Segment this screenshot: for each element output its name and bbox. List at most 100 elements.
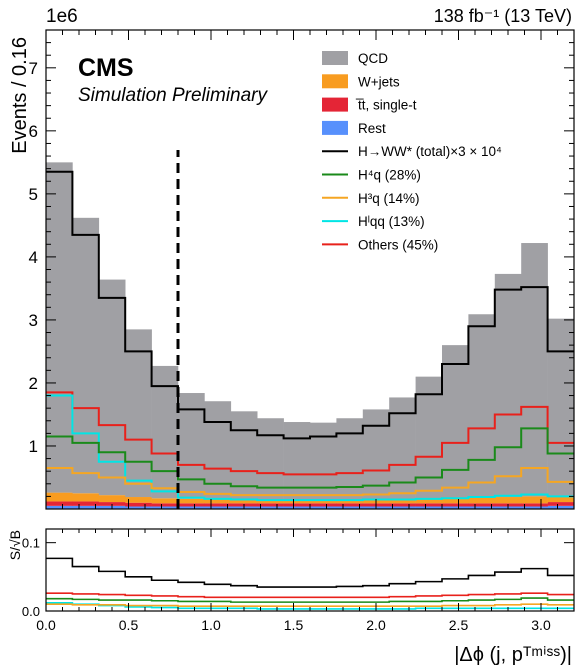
bar-2-2	[98, 495, 126, 503]
legend-label-2: t̅t, single-t	[356, 98, 417, 113]
legend-label-8: Others (45%)	[358, 237, 438, 252]
bar-0-8	[257, 506, 284, 509]
legend-label-4: H→WW* (total)×3 × 10⁴	[358, 144, 502, 159]
series-line-3	[46, 427, 574, 489]
ytick-label: 4	[29, 248, 38, 267]
bar-0-9	[283, 506, 311, 509]
x-axis-label: |Δϕ (j, pᵀᵐⁱˢˢ)|	[454, 644, 572, 666]
xtick-label: 1.0	[201, 617, 221, 633]
xtick-label: 2.5	[449, 617, 469, 633]
bar-1-4	[151, 503, 179, 507]
bar-2-17	[494, 497, 522, 504]
bar-3-0	[46, 162, 73, 493]
bar-2-6	[204, 498, 232, 504]
series-line-0	[46, 391, 574, 476]
bar-3-8	[257, 418, 284, 500]
legend: QCD W+jets t̅t, single-t Rest H→WW* (total)×…	[322, 51, 502, 252]
bar-2-0	[46, 492, 73, 502]
bar-1-0	[46, 501, 73, 506]
bar-3-16	[468, 314, 496, 498]
bar-2-14	[415, 498, 443, 504]
bar-3-2	[98, 279, 126, 496]
bar-2-10	[310, 499, 337, 504]
bar-1-15	[442, 503, 469, 507]
bar-3-4	[151, 365, 179, 499]
bar-0-0	[46, 505, 73, 509]
bar-2-8	[257, 499, 284, 504]
bar-0-4	[151, 506, 179, 509]
ratio-line-3	[46, 592, 574, 599]
bar-1-9	[283, 503, 311, 507]
ytick-label: 6	[29, 122, 38, 141]
ratio-line-2	[46, 597, 574, 603]
xtick-label: 1.5	[284, 617, 304, 633]
bar-1-2	[98, 502, 126, 506]
legend-swatch-0	[322, 51, 348, 65]
legend-label-7: Hˡqq (13%)	[358, 214, 425, 229]
bar-2-15	[442, 498, 469, 504]
bar-3-18	[521, 243, 548, 497]
bar-0-6	[204, 506, 232, 509]
ratio-axes: 0.0 0.1	[22, 529, 575, 619]
bar-0-14	[415, 506, 443, 509]
bar-1-14	[415, 503, 443, 507]
xtick-label: 0.0	[36, 617, 56, 633]
bar-0-13	[389, 506, 416, 509]
experiment-label: CMS	[78, 54, 134, 82]
bar-0-16	[468, 506, 496, 509]
bar-3-17	[494, 273, 522, 498]
ratio-line-1	[46, 603, 574, 608]
bar-0-1	[72, 505, 100, 509]
main-axes: 1 2 3 4 5 6 7	[29, 30, 575, 509]
bar-2-3	[125, 497, 152, 503]
legend-swatch-1	[322, 74, 348, 89]
ratio-panel: 0.0 0.1 S/√B	[7, 528, 575, 619]
bar-3-19	[547, 318, 575, 496]
main-frame	[45, 29, 575, 510]
legend-label-3: Rest	[358, 121, 386, 136]
bar-3-15	[442, 345, 469, 499]
bar-0-15	[442, 506, 469, 509]
bar-0-18	[521, 506, 548, 509]
bar-3-1	[72, 217, 100, 494]
ratio-line-4	[46, 557, 574, 588]
bar-2-7	[230, 499, 258, 504]
bar-0-19	[547, 505, 575, 509]
legend-label-6: H³q (14%)	[358, 191, 420, 206]
x-tick-labels: 0.0 0.5 1.0 1.5 2.0 2.5 3.0	[36, 617, 551, 633]
bar-2-16	[468, 497, 496, 504]
bar-3-12	[362, 409, 390, 500]
bar-2-19	[547, 495, 575, 503]
bar-1-3	[125, 502, 152, 507]
ytick-label: 7	[29, 59, 38, 78]
bar-1-6	[204, 503, 232, 507]
legend-label-5: H⁴q (28%)	[358, 168, 421, 183]
bar-1-19	[547, 502, 575, 506]
xtick-label: 3.0	[531, 617, 551, 633]
bar-1-16	[468, 503, 496, 507]
bar-0-10	[310, 506, 337, 509]
ratio-ytick-label: 0.1	[22, 536, 40, 551]
ratio-frame	[45, 528, 575, 612]
bar-1-10	[310, 503, 337, 507]
lumi-label: 138 fb⁻¹ (13 TeV)	[434, 6, 572, 26]
ytick-label: 5	[29, 185, 38, 204]
simulation-tag: Simulation Preliminary	[78, 85, 269, 106]
bar-3-5	[178, 393, 205, 499]
bar-2-4	[151, 498, 179, 504]
ytick-label: 3	[29, 311, 38, 330]
bar-2-13	[389, 499, 416, 504]
bar-0-5	[178, 506, 205, 509]
bar-1-11	[336, 503, 364, 507]
series-line-4	[46, 170, 574, 440]
bar-1-13	[389, 503, 416, 507]
ratio-lines	[46, 557, 574, 610]
bar-1-18	[521, 503, 548, 507]
bar-0-11	[336, 506, 364, 509]
ytick-label: 1	[29, 437, 38, 456]
legend-swatch-3	[322, 120, 348, 135]
series-line-2	[46, 467, 574, 497]
bar-1-5	[178, 503, 205, 507]
bar-3-14	[415, 376, 443, 499]
